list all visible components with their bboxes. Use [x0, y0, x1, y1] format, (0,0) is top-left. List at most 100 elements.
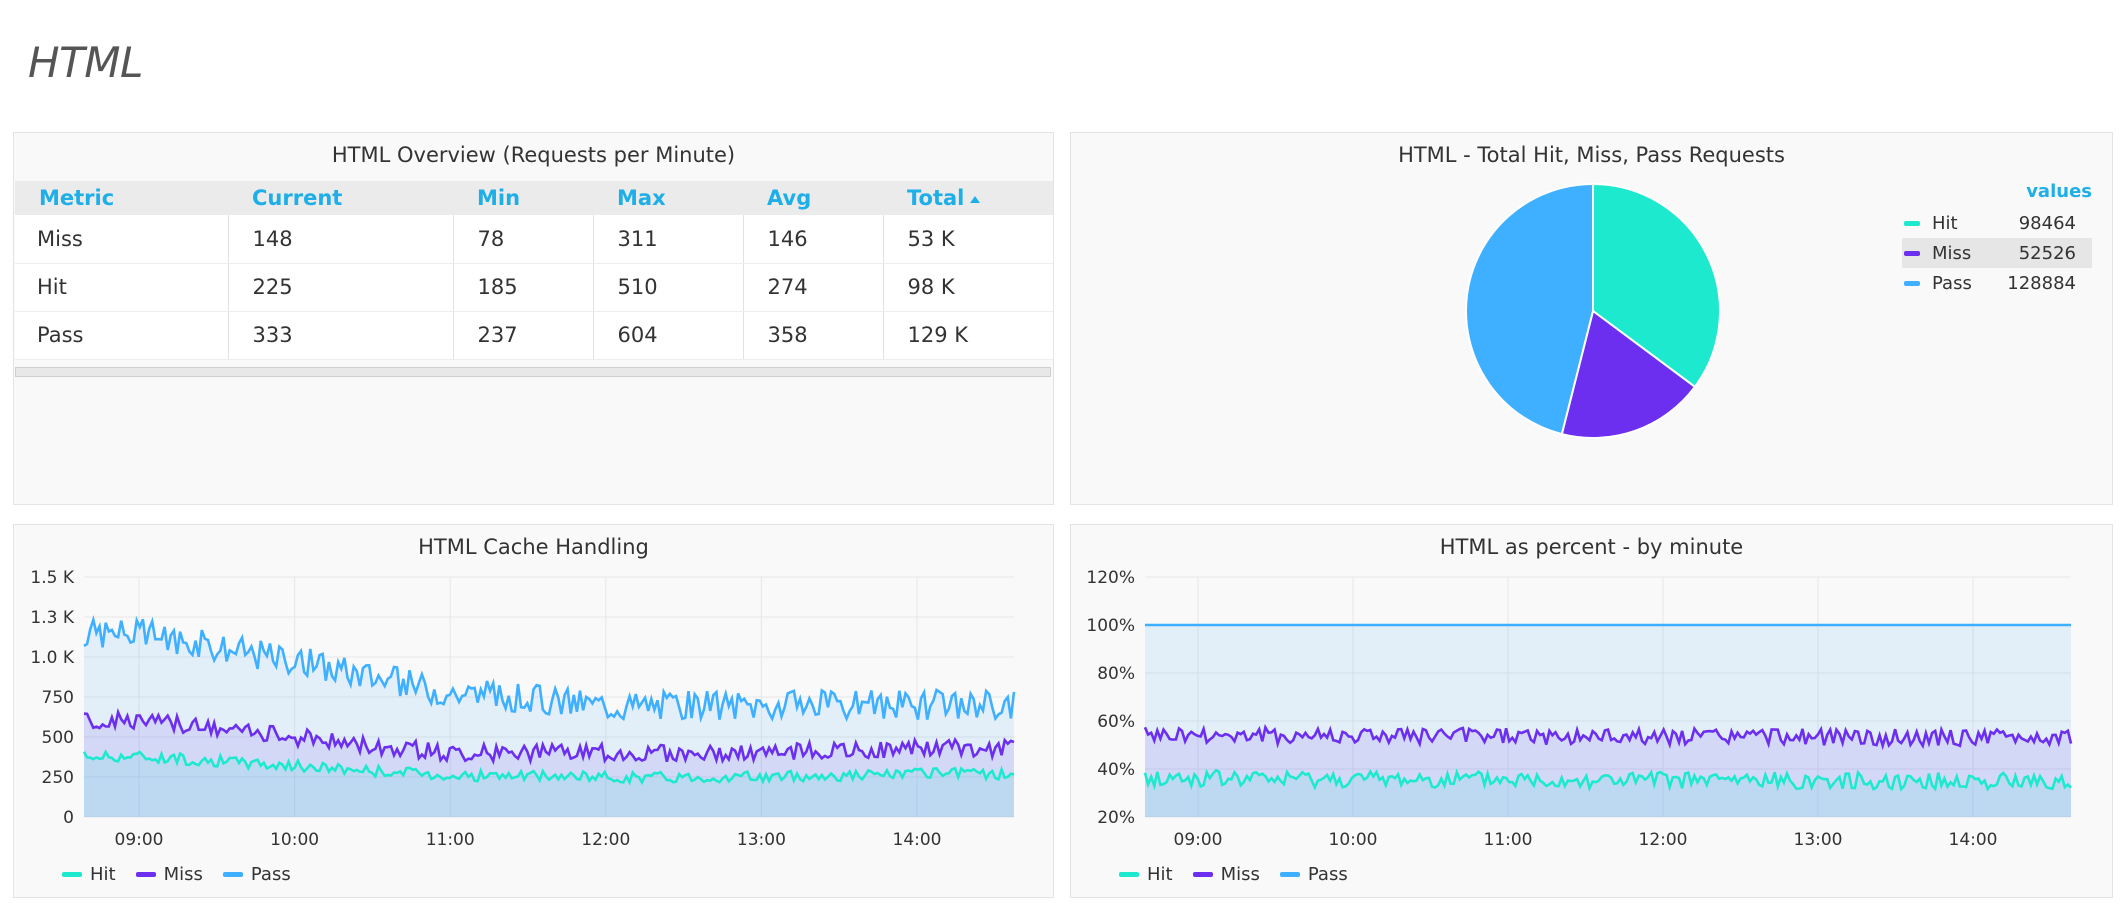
table-cell: 333	[228, 311, 454, 360]
panel-title: HTML - Total Hit, Miss, Pass Requests	[1398, 143, 1785, 167]
table-row: Pass 333 237 604 358 129 K	[15, 311, 1053, 360]
x-tick-label: 09:00	[1174, 830, 1223, 850]
legend-item-pass[interactable]: Pass	[222, 864, 291, 885]
panel-title: HTML Overview (Requests per Minute)	[331, 143, 736, 167]
column-header-current[interactable]: Current	[252, 186, 343, 210]
series-line-miss[interactable]	[83, 707, 1015, 766]
legend-swatch	[1192, 872, 1213, 877]
legend-label: Hit	[90, 864, 116, 885]
pie-slice-pass[interactable]	[1465, 182, 1594, 436]
cache-handling-chart: 0 250 500 750 1.0 K 1.3 K 1.5 K 09:00 10:00 11:00…	[30, 568, 1016, 850]
pie-legend: values Hit 98464 Miss 52526 Pass 128884	[1902, 181, 2092, 298]
legend-header: values	[2026, 181, 2092, 202]
sort-ascending-icon	[970, 195, 981, 203]
legend-value: 128884	[2007, 272, 2076, 294]
y-tick-label: 500	[42, 728, 74, 748]
x-tick-label: 09:00	[115, 830, 164, 850]
y-tick-label: 1.5 K	[30, 568, 74, 588]
table-cell: 53 K	[883, 215, 1053, 264]
table-cell: 311	[593, 215, 744, 264]
y-tick-label: 60%	[1097, 712, 1135, 732]
overview-table: Metric Current Min Max Avg Total Miss 148…	[15, 181, 1053, 360]
legend-item-miss[interactable]: Miss	[135, 864, 203, 885]
x-tick-label: 10:00	[270, 830, 319, 850]
column-header-total[interactable]: Total	[883, 181, 1053, 215]
panel-title: HTML Cache Handling	[418, 535, 649, 559]
legend-value: 52526	[2018, 242, 2076, 264]
series-area-pass	[1145, 625, 2071, 817]
legend-item-miss[interactable]: Miss 52526	[1902, 238, 2092, 268]
legend-label: Miss	[1932, 242, 1972, 264]
legend-swatch	[1119, 872, 1139, 877]
pie-slice-miss[interactable]	[1560, 309, 1697, 439]
legend-label: Pass	[250, 864, 291, 885]
table-row: Miss 148 78 311 146 53 K	[15, 215, 1053, 264]
column-header-min[interactable]: Min	[477, 186, 521, 210]
legend-item-hit[interactable]: Hit 98464	[1902, 208, 2092, 238]
y-tick-label: 100%	[1086, 616, 1135, 636]
legend-swatch	[135, 872, 156, 877]
table-row: Hit 225 185 510 274 98 K	[15, 263, 1053, 312]
table-header-row: Metric Current Min Max Avg Total	[15, 181, 1053, 215]
legend-swatch	[222, 872, 243, 877]
y-tick-label: 1.0 K	[30, 648, 74, 668]
y-tick-label: 120%	[1086, 568, 1135, 588]
series-line-hit[interactable]	[82, 749, 1015, 786]
table-cell: 358	[743, 311, 884, 360]
legend-swatch	[1904, 280, 1920, 286]
legend-label: Pass	[1932, 272, 1972, 294]
table-cell: 146	[743, 215, 884, 264]
legend-label: Hit	[1147, 864, 1173, 885]
x-tick-label: 12:00	[581, 830, 630, 850]
chart-legend: Hit Miss Pass	[1119, 864, 1368, 885]
x-tick-label: 14:00	[893, 830, 942, 850]
table-cell: 185	[453, 263, 594, 312]
x-tick-label: 14:00	[1949, 830, 1998, 850]
table-cell: 78	[453, 215, 594, 264]
legend-label: Hit	[1932, 212, 1958, 234]
legend-item-hit[interactable]: Hit	[62, 864, 116, 885]
overview-panel: HTML Overview (Requests per Minute) Metr…	[13, 132, 1054, 505]
pie-slice-hit[interactable]	[1592, 182, 1721, 389]
legend-item-pass[interactable]: Pass 128884	[1902, 268, 2092, 298]
horizontal-scrollbar[interactable]	[15, 367, 1051, 377]
table-cell: 274	[743, 263, 884, 312]
table-cell: Pass	[15, 311, 229, 360]
y-tick-label: 250	[42, 768, 74, 788]
legend-label: Miss	[163, 864, 203, 885]
series-area-miss	[1145, 727, 2071, 817]
x-tick-label: 13:00	[737, 830, 786, 850]
legend-swatch	[62, 872, 82, 877]
column-header-avg[interactable]: Avg	[767, 186, 812, 210]
column-header-max[interactable]: Max	[617, 186, 666, 210]
column-header-metric[interactable]: Metric	[39, 186, 115, 210]
y-tick-label: 20%	[1097, 808, 1135, 828]
panel-title: HTML as percent - by minute	[1439, 535, 1744, 559]
percent-chart: 20% 40% 60% 80% 100% 120% 09:00 10:00 11:00 12:00…	[1086, 568, 2073, 850]
legend-label: Pass	[1307, 864, 1348, 885]
y-tick-label: 40%	[1097, 760, 1135, 780]
cache-handling-panel: HTML Cache Handling 0 250 500 750 1.0 K 1.3 K…	[13, 524, 1054, 898]
series-line-miss[interactable]	[1143, 723, 2073, 751]
legend-swatch	[1904, 220, 1920, 226]
legend-value: 98464	[2018, 212, 2076, 234]
series-line-pass[interactable]	[83, 614, 1016, 724]
chart-legend: Hit Miss Pass	[62, 864, 311, 885]
y-tick-label: 750	[42, 688, 74, 708]
table-cell: 604	[593, 311, 744, 360]
x-tick-label: 13:00	[1794, 830, 1843, 850]
table-cell: 98 K	[883, 263, 1053, 312]
table-cell: 129 K	[883, 311, 1053, 360]
pie-panel: HTML - Total Hit, Miss, Pass Requests va…	[1070, 132, 2113, 505]
pie-chart	[1465, 182, 1721, 439]
y-tick-label: 80%	[1097, 664, 1135, 684]
table-cell: Miss	[15, 215, 229, 264]
legend-label: Miss	[1220, 864, 1260, 885]
series-area-pass	[84, 619, 1014, 817]
series-line-hit[interactable]	[1143, 768, 2072, 793]
legend-item-pass[interactable]: Pass	[1279, 864, 1348, 885]
legend-item-miss[interactable]: Miss	[1192, 864, 1260, 885]
table-cell: 510	[593, 263, 744, 312]
page-title: HTML	[28, 38, 143, 87]
legend-item-hit[interactable]: Hit	[1119, 864, 1173, 885]
